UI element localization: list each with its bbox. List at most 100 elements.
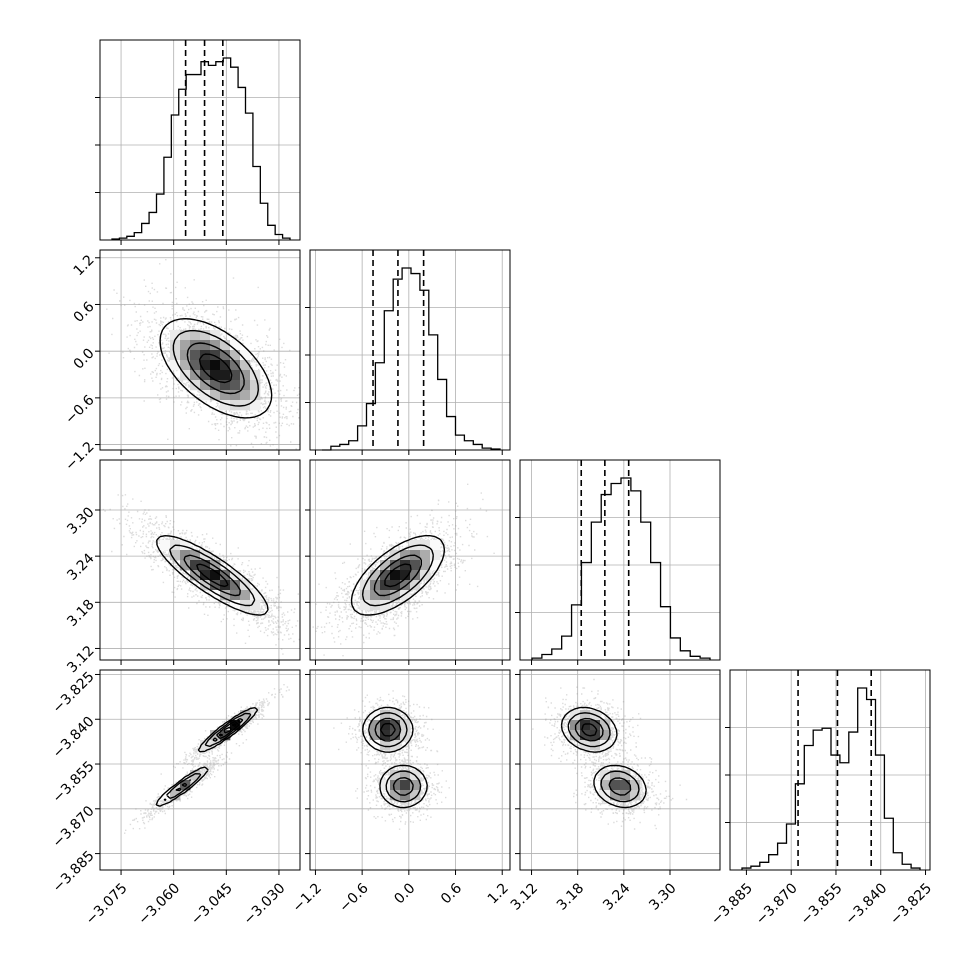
density-cell [210, 390, 221, 401]
density-cell [390, 780, 401, 791]
density-cell [610, 780, 621, 791]
density-cell [410, 780, 421, 791]
density-cell [180, 360, 191, 371]
density-cell [390, 560, 401, 571]
density-cell [250, 600, 261, 611]
density-cell [600, 740, 611, 751]
density-cell [390, 550, 401, 561]
density-cell [390, 770, 401, 781]
density-cell [390, 720, 401, 731]
density-cell [230, 390, 241, 401]
density-cell [210, 340, 221, 351]
scatter-panel-2-0: 3.12 3.18 3.24 3.30 [64, 459, 301, 676]
density-cell [400, 590, 411, 601]
density-cell [220, 730, 231, 741]
density-cell [230, 340, 241, 351]
x-tick-label: −0.6 [336, 880, 371, 915]
density-cell [380, 780, 391, 791]
panel-frame [99, 39, 301, 241]
density-cell [230, 580, 241, 591]
density-cell [200, 390, 211, 401]
histogram-step-line [111, 57, 291, 240]
density-cell [590, 720, 601, 731]
histogram-panel-3: −3.885−3.870−3.855−3.840−3.825 [708, 669, 935, 928]
density-cell [240, 590, 251, 601]
density-cell [220, 390, 231, 401]
density-cell [180, 550, 191, 561]
density-cell [200, 370, 211, 381]
contour-level-2 [186, 342, 245, 395]
density-cell [170, 790, 181, 801]
y-tick-label: 3.30 [64, 504, 97, 537]
sample-points [124, 684, 290, 834]
histogram-step-line [322, 267, 501, 451]
density-cell [200, 380, 211, 391]
density-cell [170, 550, 181, 561]
density-cell [220, 340, 231, 351]
panel-frame [309, 249, 511, 451]
contour-level-1 [169, 544, 256, 607]
scatter-panel-1-0: −1.2 −0.6 0.0 0.6 1.2 [62, 249, 301, 474]
density-cell [220, 350, 231, 361]
panel-frame [99, 669, 301, 871]
y-tick-label: 3.18 [64, 597, 97, 630]
density-cell [400, 720, 411, 731]
panel-frame [519, 669, 721, 871]
density-cell [180, 330, 191, 341]
density-cell [630, 780, 641, 791]
histogram-panel-1 [305, 249, 511, 455]
density-cell [370, 730, 381, 741]
density-cell [170, 360, 181, 371]
density-cell [370, 740, 381, 751]
y-tick-label: −3.840 [50, 714, 98, 762]
density-cell [400, 770, 411, 781]
density-cell [400, 560, 411, 571]
density-cell [610, 770, 621, 781]
contour-level-1 [361, 544, 434, 607]
panel-frame [309, 459, 511, 661]
density-cell [420, 560, 431, 571]
y-tick-label: −0.6 [62, 392, 97, 427]
x-tick-label: −3.855 [798, 880, 846, 928]
density-cell [190, 360, 201, 371]
contour-level-3 [218, 723, 237, 737]
density-cell [180, 540, 191, 551]
density-cell [200, 570, 211, 581]
density-cell [200, 330, 211, 341]
density-cell [220, 570, 231, 581]
density-cell [160, 790, 171, 801]
density-cell [210, 580, 221, 591]
density-cell [400, 550, 411, 561]
density-cell [620, 790, 631, 801]
density-cell [420, 550, 431, 561]
x-tick-label: −3.075 [83, 880, 131, 928]
density-cell [220, 400, 231, 411]
density-cell [210, 360, 221, 371]
density-cell [220, 360, 231, 371]
density-cell [390, 730, 401, 741]
density-cell [220, 580, 231, 591]
scatter-panel-3-1: −1.2 −0.6 0.0 0.6 1.2 [290, 669, 512, 916]
density-cell [370, 590, 381, 601]
density-cell [400, 570, 411, 581]
panel-frame [99, 459, 301, 661]
density-cell [400, 780, 411, 791]
y-tick-label: 3.24 [64, 550, 97, 583]
density-cell [210, 380, 221, 391]
x-tick-label: −3.030 [241, 880, 289, 928]
density-cell [230, 370, 241, 381]
density-cell [210, 330, 221, 341]
contour-level-1 [368, 712, 422, 803]
x-tick-label: 3.12 [508, 880, 541, 913]
contour-level-3 [581, 723, 598, 737]
scatter-panel-2-1 [305, 459, 511, 665]
density-cell [210, 560, 221, 571]
contour-level-3 [198, 353, 233, 384]
density-cell [220, 380, 231, 391]
y-tick-label: 1.2 [71, 252, 98, 279]
contour-level-2 [175, 717, 244, 792]
panel-frame [309, 669, 511, 871]
contour-level-0 [156, 535, 269, 616]
x-tick-label: 0.6 [438, 880, 465, 907]
